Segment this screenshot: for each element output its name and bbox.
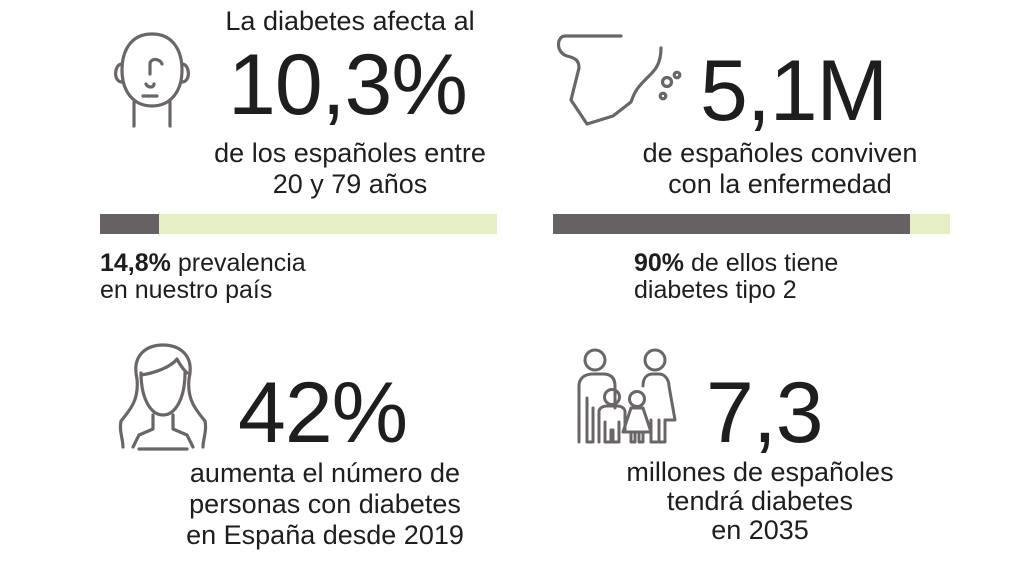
stat2-description-line1: de españoles conviven [642,138,918,168]
stat2-note-line2: diabetes tipo 2 [634,276,797,304]
stat3-description-line3: en España desde 2019 [186,520,464,550]
stat2-note-bold: 90% [634,249,685,277]
stat3-value: 42% [238,365,408,461]
stat3-description-line2: personas con diabetes [189,489,461,519]
stat4-value: 7,3 [706,365,824,461]
stat1-value: 10,3% [228,37,468,133]
stat1-progress-bar [100,214,497,234]
stat2-value: 5,1M [700,43,888,139]
stat2-description: de españoles conviven con la enfermedad [635,138,925,200]
stat4-description-line3: en 2035 [711,515,809,545]
stat1-intro: La diabetes afecta al [225,6,475,36]
stat1-description-line2: 20 y 79 años [272,169,428,199]
stat3-description: aumenta el número de personas con diabet… [170,458,480,551]
man-head-icon [110,30,194,130]
stat1-note-rest: prevalencia [170,249,306,277]
woman-icon [115,343,211,453]
stat1-description-line1: de los españoles entre [214,138,486,168]
stat4-description: millones de españoles tendrá diabetes en… [610,458,910,545]
stat1-description: de los españoles entre 20 y 79 años [190,138,510,200]
stat3-description-line1: aumenta el número de [189,458,461,488]
stat2-note: 90% de ellos tiene diabetes tipo 2 [634,250,838,304]
stat2-progress-fill [553,214,911,234]
stat4-description-line1: millones de españoles [626,457,894,487]
stat2-progress-bar [553,214,950,234]
stat2-description-line2: con la enfermedad [668,169,892,199]
family-icon [573,346,681,450]
stat1-note-bold: 14,8% [100,249,171,277]
stat1-progress-fill [100,214,159,234]
spain-map-icon [553,30,688,130]
stat2-note-rest: de ellos tiene [684,249,839,277]
stat4-description-line2: tendrá diabetes [666,486,854,516]
stat1-note-line2: en nuestro país [100,276,273,304]
stat1-note: 14,8% prevalencia en nuestro país [100,250,306,304]
